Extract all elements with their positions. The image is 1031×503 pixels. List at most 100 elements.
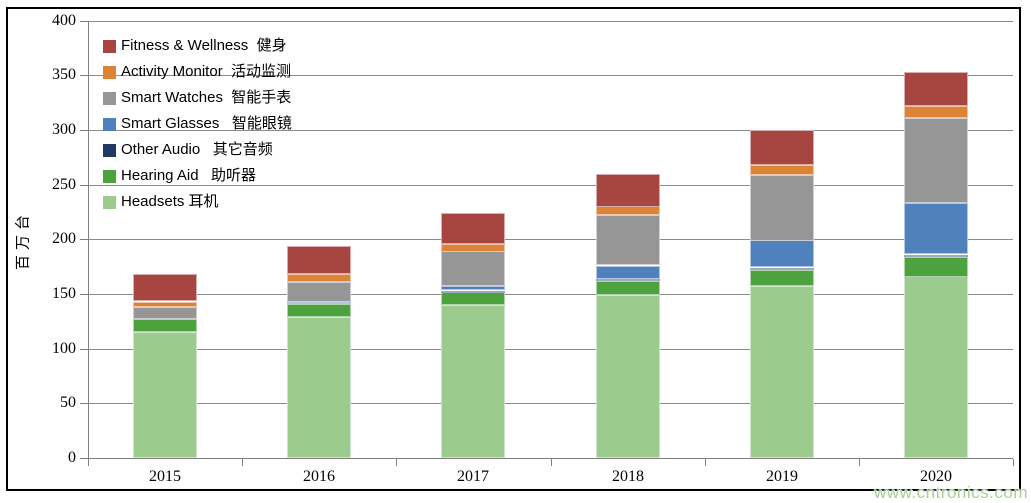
legend-label-hearing_aid: Hearing Aid 助听器: [121, 167, 257, 184]
legend-color-swatch-activity_monitor: [103, 65, 116, 79]
gridline: [88, 349, 1013, 350]
x-axis-tick: [242, 459, 243, 466]
bar-segment-smart_glasses: [596, 266, 660, 279]
legend-color-swatch-headsets: [103, 195, 116, 209]
bar-segment-smart_watches: [750, 175, 814, 241]
bar-segment-activity_monitor: [750, 165, 814, 175]
bar-segment-activity_monitor: [596, 206, 660, 215]
bar-segment-fitness_wellness: [904, 72, 968, 106]
bar-segment-headsets: [133, 332, 197, 458]
y-axis-tick: [80, 21, 88, 22]
x-axis-label: 2015: [149, 468, 181, 485]
bar-segment-headsets: [750, 286, 814, 458]
legend-item-other_audio: Other Audio 其它音频: [103, 137, 292, 163]
legend-item-hearing_aid: Hearing Aid 助听器: [103, 163, 292, 189]
bar-segment-hearing_aid: [596, 281, 660, 295]
x-axis-tick: [551, 459, 552, 466]
gridline: [88, 185, 1013, 186]
y-axis-tick-label: 150: [52, 285, 76, 302]
legend-item-headsets: Headsets 耳机: [103, 189, 292, 215]
bar-segment-smart_watches: [596, 215, 660, 265]
legend-label-smart_glasses: Smart Glasses 智能眼镜: [121, 115, 292, 132]
bar-segment-smart_glasses: [441, 286, 505, 290]
legend-color-swatch-smart_watches: [103, 91, 116, 105]
x-axis-tick: [859, 459, 860, 466]
y-axis-tick: [80, 75, 88, 76]
bar-segment-fitness_wellness: [287, 246, 351, 274]
gridline: [88, 294, 1013, 295]
bar-segment-hearing_aid: [750, 270, 814, 286]
bar-segment-fitness_wellness: [750, 130, 814, 165]
x-axis-label: 2016: [303, 468, 335, 485]
y-axis-tick-label: 250: [52, 176, 76, 193]
legend-item-smart_watches: Smart Watches 智能手表: [103, 85, 292, 111]
legend-color-swatch-fitness_wellness: [103, 39, 116, 53]
x-axis-tick: [396, 459, 397, 466]
bar-segment-activity_monitor: [133, 302, 197, 307]
legend-item-fitness_wellness: Fitness & Wellness 健身: [103, 33, 292, 59]
y-axis-tick: [80, 294, 88, 295]
gridline: [88, 403, 1013, 404]
bar-segment-activity_monitor: [287, 274, 351, 282]
x-axis-tick: [705, 459, 706, 466]
legend-color-swatch-smart_glasses: [103, 117, 116, 131]
y-axis-tick: [80, 185, 88, 186]
y-axis-line: [88, 21, 89, 459]
bar-segment-headsets: [287, 317, 351, 458]
x-axis-label: 2017: [457, 468, 489, 485]
y-axis-tick: [80, 239, 88, 240]
bar-segment-smart_watches: [904, 118, 968, 203]
legend-item-activity_monitor: Activity Monitor 活动监测: [103, 59, 292, 85]
y-axis-tick: [80, 349, 88, 350]
bar-segment-headsets: [441, 305, 505, 458]
y-axis-tick-label: 200: [52, 230, 76, 247]
x-axis-label: 2020: [920, 468, 952, 485]
bar-segment-headsets: [904, 276, 968, 458]
bar-segment-hearing_aid: [287, 304, 351, 317]
bar-segment-fitness_wellness: [133, 274, 197, 301]
x-axis-line: [80, 458, 1013, 459]
bar-segment-other_audio: [750, 268, 814, 270]
bar-segment-other_audio: [596, 279, 660, 281]
bar-segment-activity_monitor: [441, 244, 505, 252]
y-axis-tick-label: 400: [52, 12, 76, 29]
gridline: [88, 130, 1013, 131]
gridline: [88, 21, 1013, 22]
x-axis-label: 2018: [612, 468, 644, 485]
y-axis-tick: [80, 403, 88, 404]
legend-color-swatch-other_audio: [103, 143, 116, 157]
bar-segment-smart_watches: [287, 282, 351, 302]
bar-segment-hearing_aid: [441, 292, 505, 305]
legend-color-swatch-hearing_aid: [103, 169, 116, 183]
bar-segment-headsets: [596, 295, 660, 458]
legend-item-smart_glasses: Smart Glasses 智能眼镜: [103, 111, 292, 137]
legend-label-smart_watches: Smart Watches 智能手表: [121, 89, 292, 106]
legend: Fitness & Wellness 健身 Activity Monitor 活动…: [103, 33, 292, 215]
x-axis-tick: [88, 459, 89, 466]
y-axis-tick-label: 350: [52, 66, 76, 83]
legend-label-fitness_wellness: Fitness & Wellness 健身: [121, 37, 287, 54]
y-axis-tick-label: 300: [52, 121, 76, 138]
legend-label-headsets: Headsets 耳机: [121, 193, 219, 210]
bar-segment-smart_watches: [133, 307, 197, 319]
bar-segment-activity_monitor: [904, 106, 968, 118]
legend-label-activity_monitor: Activity Monitor 活动监测: [121, 63, 292, 80]
bar-segment-other_audio: [441, 291, 505, 293]
y-axis-tick: [80, 130, 88, 131]
bar-segment-smart_glasses: [287, 302, 351, 304]
y-axis-tick-label: 0: [68, 449, 76, 466]
y-axis-tick-label: 50: [60, 394, 76, 411]
bar-segment-smart_watches: [441, 251, 505, 286]
bar-segment-fitness_wellness: [596, 174, 660, 207]
gridline: [88, 75, 1013, 76]
watermark: www.cntronics.com: [874, 483, 1028, 502]
x-axis-label: 2019: [766, 468, 798, 485]
bar-segment-fitness_wellness: [441, 213, 505, 244]
bar-segment-hearing_aid: [904, 257, 968, 277]
bar-segment-smart_glasses: [750, 240, 814, 267]
x-axis-tick: [1013, 459, 1014, 466]
bar-segment-other_audio: [904, 255, 968, 257]
bar-segment-hearing_aid: [133, 319, 197, 332]
y-axis-tick-label: 100: [52, 340, 76, 357]
